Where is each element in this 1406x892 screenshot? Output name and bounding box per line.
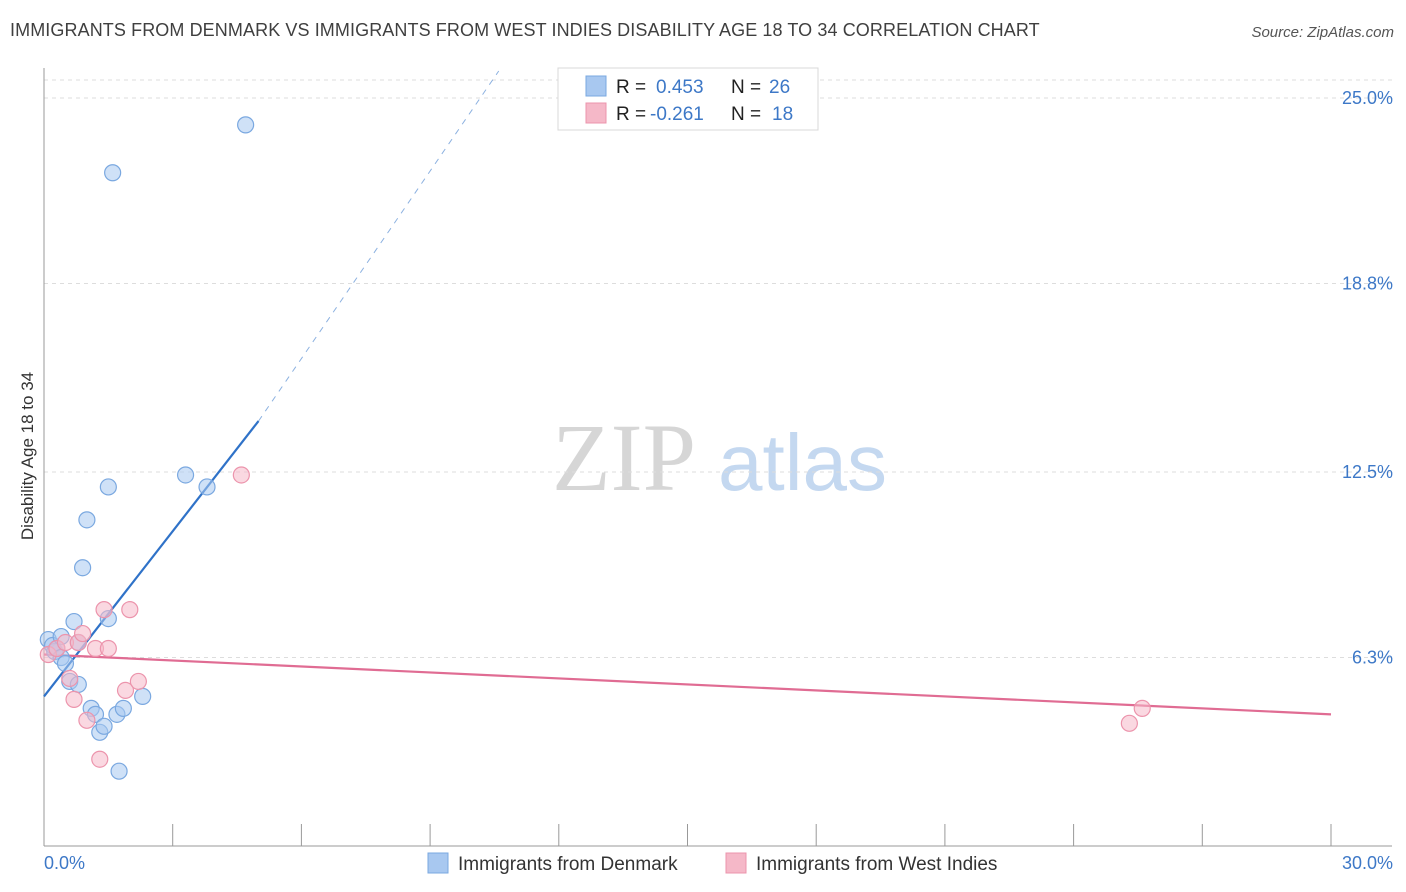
point-denmark-17 <box>99 478 117 496</box>
point-westindies-3 <box>61 669 79 688</box>
point-denmark-6 <box>56 654 75 673</box>
point-denmark-16 <box>95 717 113 735</box>
point-westindies-13 <box>121 601 139 619</box>
watermark-atlas: atlas <box>718 418 887 507</box>
chart-title: IMMIGRANTS FROM DENMARK VS IMMIGRANTS FR… <box>10 20 1040 40</box>
point-denmark-24 <box>176 466 195 484</box>
point-denmark-12 <box>78 511 96 529</box>
legend-swatch-westindies <box>585 102 607 124</box>
legend-swatch-denmark <box>585 75 607 97</box>
point-denmark-26 <box>237 116 255 134</box>
point-denmark-22 <box>114 699 132 717</box>
x-tick-label-0: 0.0% <box>44 853 85 873</box>
series-legend-swatch-westindies <box>725 852 747 874</box>
legend-n-label-denmark: N = <box>731 77 761 98</box>
point-westindies-14 <box>129 672 147 691</box>
x-tick-label-1: 30.0% <box>1342 853 1393 873</box>
y-tick-label-2: 18.8% <box>1342 273 1393 293</box>
point-westindies-4 <box>65 690 83 708</box>
x-tick-labels: 0.0% 30.0% <box>44 853 1393 873</box>
legend-r-value-westindies: -0.261 <box>650 104 704 125</box>
point-denmark-11 <box>74 559 92 577</box>
point-denmark-18 <box>104 164 122 182</box>
series-legend-label-westindies: Immigrants from West Indies <box>756 854 997 875</box>
legend-r-value-denmark: 0.453 <box>656 77 704 98</box>
series-legend-label-denmark: Immigrants from Denmark <box>458 854 678 875</box>
point-westindies-17 <box>1133 699 1151 717</box>
watermark: ZIP atlas <box>552 404 887 511</box>
point-westindies-6 <box>74 624 92 643</box>
legend-r-label-westindies: R = <box>616 104 646 125</box>
series-legend-swatch-denmark <box>427 852 449 874</box>
legend-n-value-westindies: 18 <box>772 104 793 125</box>
y-tick-label-1: 12.5% <box>1342 462 1393 482</box>
legend-n-value-denmark: 26 <box>769 77 790 98</box>
stats-legend: R = 0.453 N = 26 R = -0.261 N = 18 <box>557 67 819 131</box>
y-axis-label: Disability Age 18 to 34 <box>18 372 37 540</box>
point-westindies-7 <box>78 711 96 729</box>
trend-lines <box>43 70 1332 716</box>
legend-r-label-denmark: R = <box>616 77 646 98</box>
y-tick-label-3: 25.0% <box>1342 88 1393 108</box>
point-westindies-12 <box>116 681 135 700</box>
point-westindies-9 <box>91 750 109 768</box>
point-westindies-10 <box>95 601 113 619</box>
series-legend: Immigrants from Denmark Immigrants from … <box>427 852 997 875</box>
watermark-zip: ZIP <box>552 404 696 511</box>
trend-line-westindies <box>43 653 1332 716</box>
point-westindies-16 <box>1120 714 1138 732</box>
grid <box>44 79 1392 658</box>
y-tick-label-0: 6.3% <box>1352 647 1393 667</box>
point-westindies-11 <box>99 639 117 658</box>
legend-n-label-westindies: N = <box>731 104 761 125</box>
point-denmark-23 <box>134 687 152 705</box>
point-westindies-15 <box>232 466 250 484</box>
trend-line-denmark-extension <box>258 70 500 422</box>
source-label: Source: ZipAtlas.com <box>1251 24 1394 41</box>
data-points <box>39 116 1151 780</box>
point-denmark-25 <box>198 478 216 496</box>
point-denmark-21 <box>110 762 128 780</box>
x-tick-marks <box>43 824 1332 846</box>
y-tick-labels: 6.3% 12.5% 18.8% 25.0% <box>1342 88 1393 668</box>
point-denmark-8 <box>65 612 83 631</box>
